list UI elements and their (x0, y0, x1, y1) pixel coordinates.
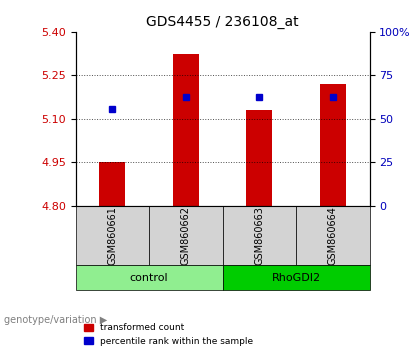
Bar (100, 162, 125, 206)
Text: genotype/variation ▶: genotype/variation ▶ (4, 315, 108, 325)
Text: RhoGDI2: RhoGDI2 (272, 273, 320, 283)
Title: GDS4455 / 236108_at: GDS4455 / 236108_at (146, 16, 299, 29)
Legend: transformed count, percentile rank within the sample: transformed count, percentile rank withi… (80, 320, 257, 349)
Bar (320, 84, 346, 206)
FancyBboxPatch shape (76, 206, 149, 266)
FancyBboxPatch shape (223, 206, 296, 266)
Text: GSM860662: GSM860662 (181, 206, 191, 265)
Text: GSM860663: GSM860663 (255, 206, 264, 265)
Text: GSM860664: GSM860664 (328, 206, 338, 265)
FancyBboxPatch shape (76, 266, 223, 290)
Bar (173, 53, 199, 206)
FancyBboxPatch shape (149, 206, 223, 266)
FancyBboxPatch shape (296, 206, 370, 266)
Text: GSM860661: GSM860661 (108, 206, 117, 265)
Text: control: control (130, 273, 168, 283)
FancyBboxPatch shape (223, 266, 370, 290)
Bar (247, 110, 272, 206)
